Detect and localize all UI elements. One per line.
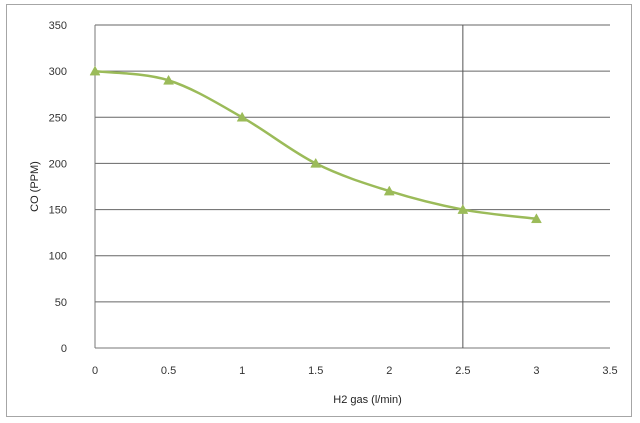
y-tick-label-5: 250 [49, 112, 67, 124]
data-point-6 [531, 213, 542, 224]
x-tick-label-2: 1 [239, 365, 245, 377]
x-tick-label-4: 2 [386, 365, 392, 377]
data-point-2 [236, 111, 248, 122]
x-tick-label-6: 3 [533, 365, 539, 377]
data-point-4 [383, 185, 395, 196]
y-tick-labels: 0 50 100 150 200 250 300 350 [49, 20, 67, 355]
x-axis-title: H2 gas (l/min) [333, 394, 401, 406]
axes [94, 25, 610, 349]
y-tick-label-0: 0 [61, 343, 67, 355]
x-tick-label-0: 0 [92, 365, 98, 377]
data-point-3 [310, 157, 322, 168]
series-line-0 [94, 69, 537, 221]
x-tick-label-7: 3.5 [602, 365, 617, 377]
x-tick-label-3: 1.5 [308, 365, 323, 377]
x-tick-label-5: 2.5 [455, 365, 470, 377]
y-tick-label-6: 300 [49, 66, 67, 78]
series-layer [89, 65, 542, 224]
y-axis-title: CO (PPM) [29, 161, 41, 212]
y-tick-label-1: 50 [55, 297, 67, 309]
y-tick-label-4: 200 [49, 158, 67, 170]
data-point-5 [457, 204, 469, 214]
gridlines [95, 24, 610, 303]
y-tick-label-7: 350 [49, 20, 67, 32]
x-tick-label-1: 0.5 [161, 365, 176, 377]
data-point-1 [163, 74, 174, 85]
x-tick-labels: 0 0.5 1 1.5 2 2.5 3 3.5 [92, 365, 618, 377]
y-tick-label-2: 100 [49, 251, 67, 263]
data-point-0 [89, 65, 101, 76]
y-tick-label-3: 150 [49, 205, 67, 217]
